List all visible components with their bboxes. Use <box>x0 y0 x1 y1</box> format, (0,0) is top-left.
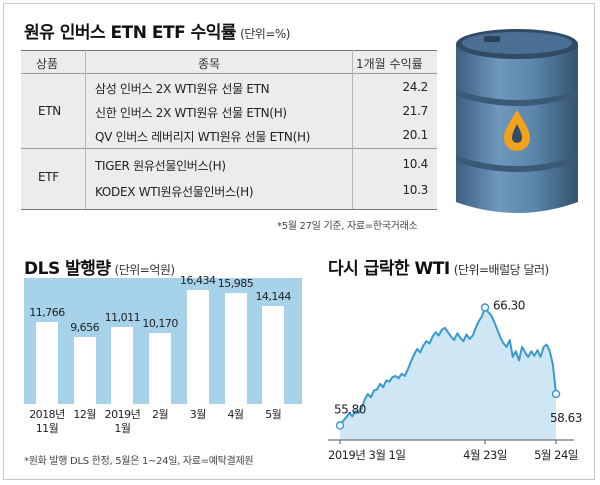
wti-unit: (단위=배럴당 달러) <box>453 263 550 277</box>
etf-row-1-value: 10.4 <box>402 157 428 171</box>
dls-x-tick-label: 2월 <box>152 408 169 421</box>
dls-x-tick-label: 12월 <box>73 408 96 421</box>
dls-x-tick-label: 2019년 1월 <box>104 408 141 435</box>
wti-line <box>339 306 557 426</box>
dls-bar <box>186 289 209 404</box>
etn-row-1-name: 삼성 인버스 2X WTI원유 선물 ETN <box>95 82 270 96</box>
header-category: 상품 <box>36 57 59 71</box>
wti-line-chart: 55.80 66.30 58.63 2019년 3월 1일 4월 23일 5월 24일 <box>328 298 582 462</box>
table-source-note: *5월 27일 기준, 자료=한국거래소 <box>277 221 418 232</box>
dls-bar-value-label: 9,656 <box>70 320 100 334</box>
wti-area <box>340 307 556 440</box>
category-etn: ETN <box>38 104 61 118</box>
dls-x-tick-label: 5월 <box>265 408 282 421</box>
table-group-rule <box>21 148 437 149</box>
etf-row-1-name: TIGER 원유선물인버스(H) <box>95 159 226 173</box>
dls-x-tick-label: 4월 <box>227 408 244 421</box>
oil-barrel-icon <box>456 29 578 213</box>
dls-bar-value-label: 16,434 <box>180 273 216 287</box>
etn-row-2-value: 21.7 <box>402 104 428 118</box>
dls-bar <box>262 305 285 404</box>
wti-x-tick-label: 5월 24일 <box>534 448 578 462</box>
header-name: 종목 <box>198 57 221 71</box>
dls-bar <box>111 327 134 404</box>
table-col-divider-1 <box>85 50 86 209</box>
dls-bar-value-label: 11,766 <box>29 306 65 320</box>
wti-start-label: 55.80 <box>334 402 366 416</box>
table-col-divider-2 <box>352 50 353 209</box>
infographic-frame <box>3 3 595 480</box>
etn-row-3-name: QV 인버스 레버리지 WTI원유 선물 ETN(H) <box>95 130 311 144</box>
dls-bar <box>224 292 247 404</box>
dls-title: DLS 발행량 (단위=억원) <box>24 254 175 279</box>
etn-row-3-value: 20.1 <box>402 128 428 142</box>
dls-bar-value-label: 14,144 <box>255 289 291 303</box>
dls-title-text: DLS 발행량 <box>24 259 111 279</box>
table-title-text: 원유 인버스 ETN ETF 수익률 <box>24 23 237 43</box>
dls-unit: (단위=억원) <box>114 263 176 277</box>
etn-row-1-value: 24.2 <box>402 80 428 94</box>
wti-title: 다시 급락한 WTI (단위=배럴당 달러) <box>328 254 549 279</box>
wti-x-tick-label: 4월 23일 <box>463 448 507 462</box>
dls-x-tick-label: 2018년 11월 <box>29 408 65 435</box>
table-title: 원유 인버스 ETN ETF 수익률 (단위=%) <box>24 18 290 43</box>
wti-title-text: 다시 급락한 WTI <box>328 259 450 279</box>
dls-bar-value-label: 10,170 <box>142 317 178 331</box>
dls-bar <box>36 322 58 404</box>
category-etf: ETF <box>38 170 59 184</box>
wti-marker <box>551 389 561 399</box>
wti-x-tick-label: 2019년 3월 1일 <box>328 448 405 462</box>
dls-bar-value-label: 11,011 <box>104 311 141 325</box>
etf-row-2-value: 10.3 <box>402 183 428 197</box>
dls-bar <box>73 336 96 404</box>
dls-bar <box>149 333 172 404</box>
table-unit: (단위=%) <box>240 27 290 41</box>
table-header-rule <box>21 73 437 74</box>
wti-peak-label: 66.30 <box>493 298 525 312</box>
header-return: 1개월 수익률 <box>356 57 423 71</box>
table-top-rule <box>21 50 437 51</box>
table-bottom-rule <box>21 209 437 210</box>
etn-row-2-name: 신한 인버스 2X WTI원유 선물 ETN(H) <box>95 106 287 120</box>
dls-bar-value-label: 15,985 <box>217 276 254 290</box>
wti-end-label: 58.63 <box>550 411 582 425</box>
etf-row-2-name: KODEX WTI원유선물인버스(H) <box>95 185 254 199</box>
wti-marker <box>480 303 490 312</box>
dls-source-note: *원화 발행 DLS 한정, 5월은 1~24일, 자료=예탁결제원 <box>24 456 254 467</box>
returns-table <box>21 50 437 210</box>
wti-marker <box>335 421 345 430</box>
dls-x-tick-label: 3월 <box>189 408 207 421</box>
dls-bar-chart: 11,766 9,656 11,011 10,170 16,434 15,985 14,14… <box>24 274 302 404</box>
